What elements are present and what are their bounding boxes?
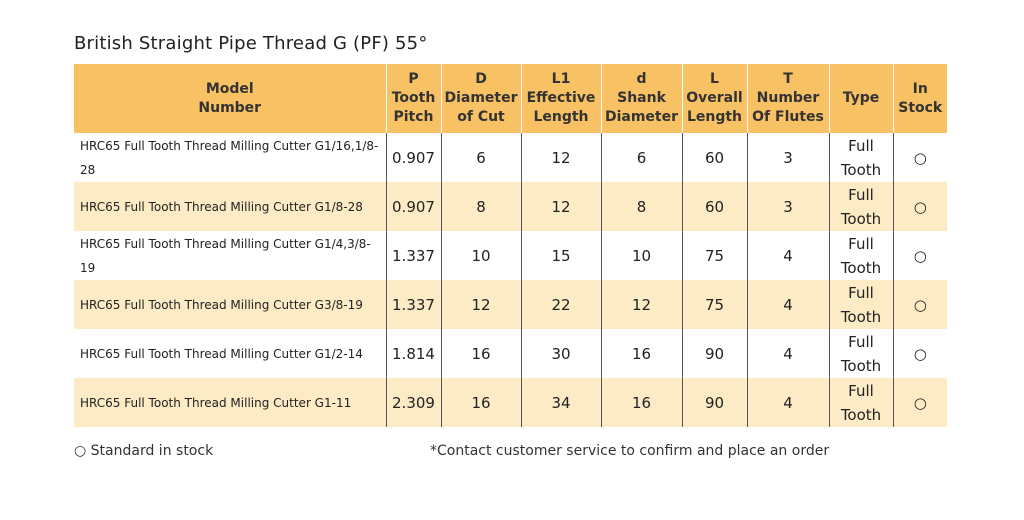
table-cell: ○ xyxy=(892,182,947,231)
table-cell: 1.814 xyxy=(385,329,441,378)
table-cell: Full Tooth xyxy=(828,182,893,231)
table-cell: 8 xyxy=(440,182,521,231)
header-line: Pitch xyxy=(393,109,434,125)
title: British Straight Pipe Thread G (PF) 55° xyxy=(74,33,428,54)
table-cell: 6 xyxy=(440,133,521,182)
header-line: Type xyxy=(842,90,880,106)
header-line: L1 xyxy=(551,71,571,87)
header-line: In xyxy=(912,80,928,97)
table-cell: 10 xyxy=(440,231,521,280)
table-cell: 6 xyxy=(600,133,682,182)
table-row: HRC65 Full Tooth Thread Milling Cutter G… xyxy=(74,182,947,231)
table-cell: 30 xyxy=(520,329,601,378)
table-cell: 12 xyxy=(520,133,601,182)
table-cell: 16 xyxy=(440,329,521,378)
header-cell: L Overall Length xyxy=(681,64,747,133)
table-cell: 12 xyxy=(440,280,521,329)
table-cell: 12 xyxy=(520,182,601,231)
table-cell: ○ xyxy=(892,329,947,378)
table-cell: 12 xyxy=(600,280,682,329)
table-cell: 4 xyxy=(746,378,829,427)
header-line: Overall xyxy=(686,90,743,106)
table-cell: HRC65 Full Tooth Thread Milling Cutter G… xyxy=(80,346,363,361)
table-cell: 60 xyxy=(681,182,747,231)
table-cell: HRC65 Full Tooth Thread Milling Cutter G… xyxy=(74,182,386,231)
header-line: of Cut xyxy=(457,109,505,125)
header-cell: Model Number xyxy=(74,64,386,133)
table-cell: 0.907 xyxy=(385,133,441,182)
header-line: Number xyxy=(198,99,262,116)
table-cell: 2.309 xyxy=(385,378,441,427)
table-cell: ○ xyxy=(892,133,947,182)
table-cell: 60 xyxy=(681,133,747,182)
table-cell: ○ xyxy=(892,231,947,280)
table-cell: 1.337 xyxy=(385,280,441,329)
table-row: HRC65 Full Tooth Thread Milling Cutter G… xyxy=(74,329,947,378)
table-cell: 16 xyxy=(600,378,682,427)
header-line: P xyxy=(408,71,419,87)
table-cell: 4 xyxy=(746,280,829,329)
table-row: HRC65 Full Tooth Thread Milling Cutter G… xyxy=(74,378,947,427)
table-cell: 90 xyxy=(681,378,747,427)
header-line: Of Flutes xyxy=(752,109,824,125)
table-row: HRC65 Full Tooth Thread Milling Cutter G… xyxy=(74,133,947,182)
spec-table: Model Number P Tooth Pitch D Diameter of Cut L1 E… xyxy=(74,64,947,427)
table-cell: 1.337 xyxy=(385,231,441,280)
table-cell: Full Tooth xyxy=(828,231,893,280)
table-cell: ○ xyxy=(892,280,947,329)
header-line: Model xyxy=(205,80,254,97)
header-line: Tooth xyxy=(391,90,436,106)
header-line: Effective xyxy=(526,90,596,106)
table-row: HRC65 Full Tooth Thread Milling Cutter G… xyxy=(74,231,947,280)
table-cell: HRC65 Full Tooth Thread Milling Cutter G… xyxy=(74,280,386,329)
table-cell: 15 xyxy=(520,231,601,280)
header-line: Length xyxy=(686,109,743,125)
table-cell: 75 xyxy=(681,231,747,280)
table-cell: 16 xyxy=(440,378,521,427)
header-cell: L1 Effective Length xyxy=(520,64,601,133)
header-line: Length xyxy=(533,109,589,125)
header-row: Model Number P Tooth Pitch D Diameter of Cut L1 E… xyxy=(74,64,947,133)
header-line: Diameter xyxy=(444,90,518,106)
table-cell: 34 xyxy=(520,378,601,427)
table-cell: 75 xyxy=(681,280,747,329)
table-cell: HRC65 Full Tooth Thread Milling Cutter G… xyxy=(80,138,379,177)
header-cell: Type xyxy=(828,64,893,133)
table-cell: ○ xyxy=(892,378,947,427)
table-cell: 3 xyxy=(746,182,829,231)
header-line: Stock xyxy=(898,99,943,116)
header-line: Diameter xyxy=(604,109,679,125)
table-cell: Full Tooth xyxy=(828,133,893,182)
legend: ○ Standard in stock xyxy=(74,443,214,459)
table-cell: 4 xyxy=(746,329,829,378)
table-body: HRC65 Full Tooth Thread Milling Cutter G… xyxy=(74,133,947,427)
header-cell: D Diameter of Cut xyxy=(440,64,521,133)
table-cell: Full Tooth xyxy=(828,378,893,427)
table-cell: 3 xyxy=(746,133,829,182)
table-cell: 4 xyxy=(746,231,829,280)
header-cell: P Tooth Pitch xyxy=(385,64,441,133)
header-cell: T Number Of Flutes xyxy=(746,64,829,133)
note: *Contact customer service to confirm and… xyxy=(430,443,830,459)
table-cell: 8 xyxy=(600,182,682,231)
table-cell: 16 xyxy=(600,329,682,378)
table-row: HRC65 Full Tooth Thread Milling Cutter G… xyxy=(74,280,947,329)
header-line: d xyxy=(636,71,647,87)
header-line: L xyxy=(710,71,719,87)
header-line: D xyxy=(475,71,487,87)
table-cell: HRC65 Full Tooth Thread Milling Cutter G… xyxy=(74,378,386,427)
header-cell: In Stock xyxy=(892,64,947,133)
header-line: Shank xyxy=(617,90,666,106)
table-cell: 10 xyxy=(600,231,682,280)
table-cell: 22 xyxy=(520,280,601,329)
header-cell: d Shank Diameter xyxy=(600,64,682,133)
table-cell: Full Tooth xyxy=(828,329,893,378)
header-line: Number xyxy=(756,90,820,106)
table-cell: 0.907 xyxy=(385,182,441,231)
table-cell: HRC65 Full Tooth Thread Milling Cutter G… xyxy=(80,236,371,275)
header-line: T xyxy=(783,71,793,87)
table-cell: 90 xyxy=(681,329,747,378)
table-cell: Full Tooth xyxy=(828,280,893,329)
